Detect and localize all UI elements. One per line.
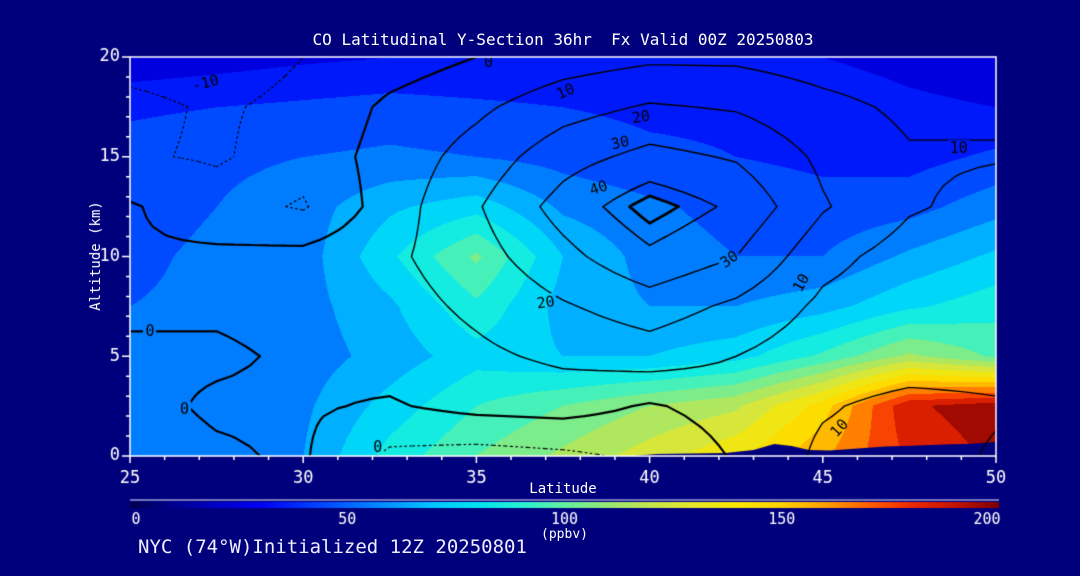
footer-annotation: NYC (74°W)Initialized 12Z 20250801 — [138, 536, 527, 558]
colorbar-units-label: (ppbv) — [541, 527, 588, 542]
y-axis-label: Altitude (km) — [88, 201, 104, 311]
colorbar — [130, 499, 999, 527]
chart-title: CO Latitudinal Y-Section 36hr Fx Valid 0… — [312, 30, 814, 49]
x-axis-label: Latitude — [529, 481, 597, 497]
